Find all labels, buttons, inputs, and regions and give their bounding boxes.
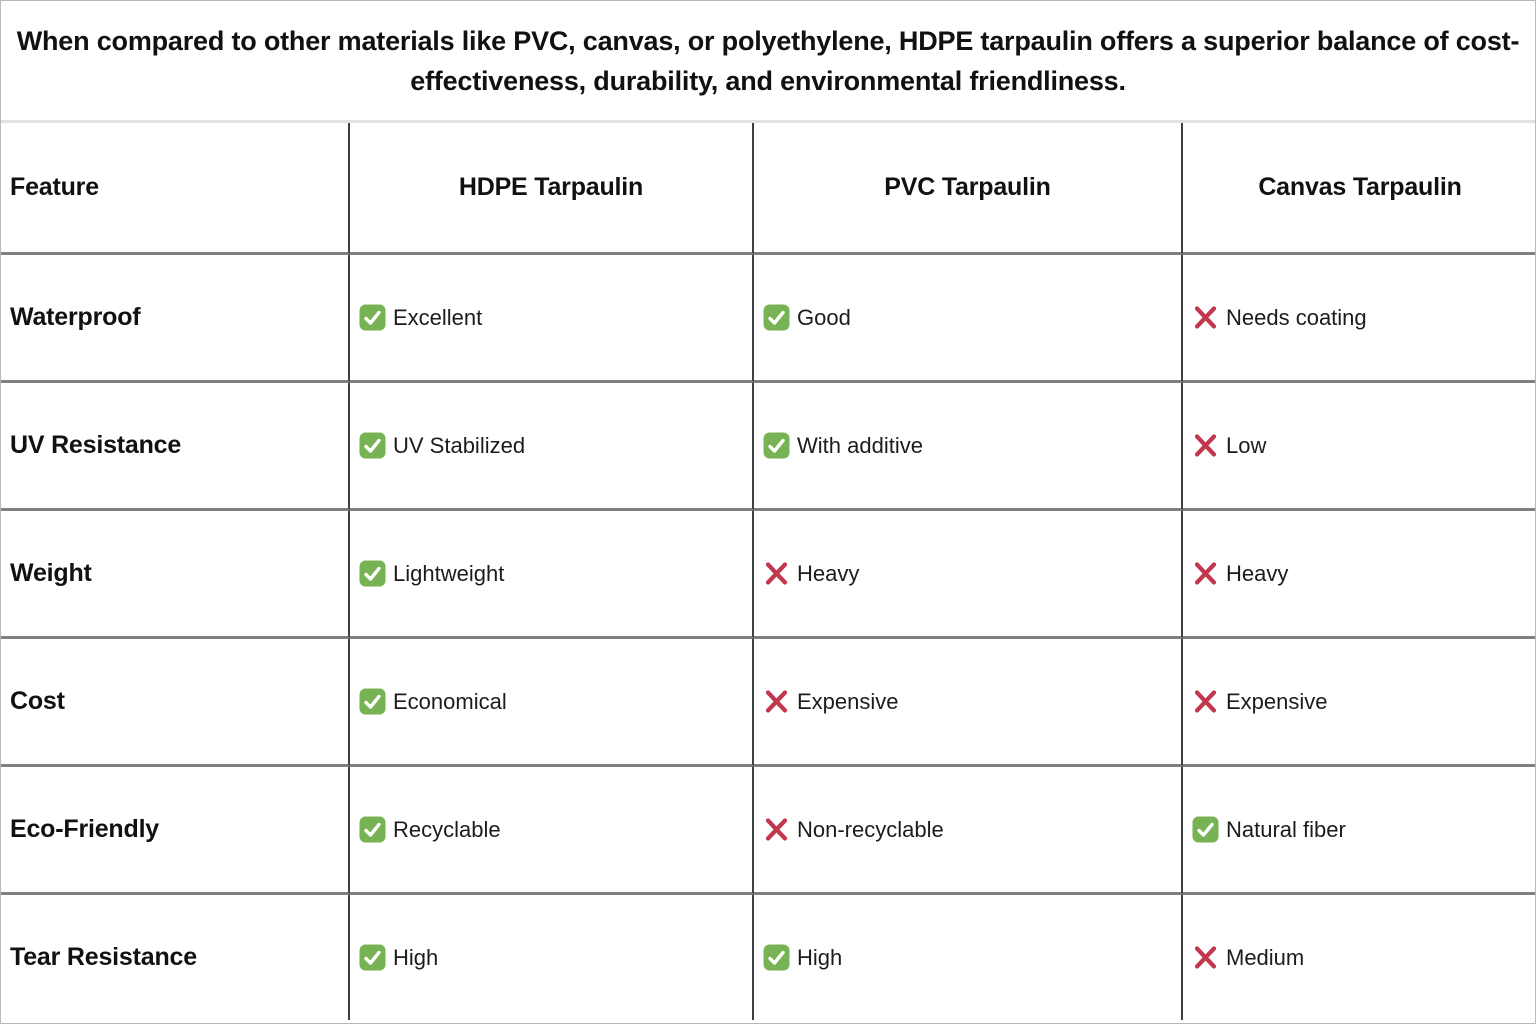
cross-icon: [1191, 688, 1219, 716]
cross-icon: [1191, 432, 1219, 460]
cell-text: High: [393, 944, 439, 970]
cell-text: Good: [797, 304, 851, 330]
check-icon: [358, 432, 386, 460]
cell-text: Medium: [1226, 944, 1305, 970]
table-cell: Heavy: [1183, 511, 1535, 639]
feature-label: Cost: [1, 639, 350, 767]
table-cell: UV Stabilized: [350, 383, 754, 511]
check-icon: [762, 944, 790, 972]
cell-text: Needs coating: [1226, 304, 1367, 330]
cross-icon: [1191, 304, 1219, 332]
table-cell: Economical: [350, 639, 754, 767]
feature-label: Eco-Friendly: [1, 767, 350, 895]
check-icon: [358, 304, 386, 332]
check-icon: [358, 688, 386, 716]
table-cell: Lightweight: [350, 511, 754, 639]
cell-text: Economical: [393, 688, 507, 714]
table-cell: Expensive: [754, 639, 1183, 767]
feature-label: Waterproof: [1, 255, 350, 383]
column-header-pvc: PVC Tarpaulin: [754, 123, 1183, 255]
cell-text: Low: [1226, 432, 1267, 458]
column-header-canvas: Canvas Tarpaulin: [1183, 123, 1535, 255]
cell-text: Heavy: [797, 560, 860, 586]
table-cell: Low: [1183, 383, 1535, 511]
cell-text: Lightweight: [393, 560, 505, 586]
cell-text: Expensive: [1226, 688, 1328, 714]
comparison-table: Feature HDPE Tarpaulin PVC Tarpaulin Can…: [1, 123, 1535, 1020]
cell-text: Recyclable: [393, 816, 501, 842]
table-cell: High: [754, 895, 1183, 1020]
table-cell: Non-recyclable: [754, 767, 1183, 895]
banner: When compared to other materials like PV…: [1, 1, 1535, 123]
cross-icon: [762, 688, 790, 716]
column-header-feature: Feature: [1, 123, 350, 255]
feature-label: Weight: [1, 511, 350, 639]
cell-text: Non-recyclable: [797, 816, 944, 842]
check-icon: [358, 944, 386, 972]
cell-text: UV Stabilized: [393, 432, 526, 458]
table-cell: Heavy: [754, 511, 1183, 639]
table-cell: Medium: [1183, 895, 1535, 1020]
cell-text: Excellent: [393, 304, 483, 330]
feature-label: Tear Resistance: [1, 895, 350, 1020]
check-icon: [358, 816, 386, 844]
check-icon: [762, 304, 790, 332]
cell-text: Expensive: [797, 688, 899, 714]
column-header-hdpe: HDPE Tarpaulin: [350, 123, 754, 255]
table-cell: With additive: [754, 383, 1183, 511]
cross-icon: [1191, 560, 1219, 588]
check-icon: [358, 560, 386, 588]
cell-text: With additive: [797, 432, 923, 458]
table-cell: High: [350, 895, 754, 1020]
cross-icon: [762, 560, 790, 588]
feature-label: UV Resistance: [1, 383, 350, 511]
banner-text: When compared to other materials like PV…: [16, 25, 1520, 96]
cross-icon: [762, 816, 790, 844]
table-cell: Excellent: [350, 255, 754, 383]
table-cell: Needs coating: [1183, 255, 1535, 383]
check-icon: [1191, 816, 1219, 844]
table-cell: Good: [754, 255, 1183, 383]
cell-text: Natural fiber: [1226, 816, 1346, 842]
table-cell: Recyclable: [350, 767, 754, 895]
table-cell: Natural fiber: [1183, 767, 1535, 895]
check-icon: [762, 432, 790, 460]
cell-text: Heavy: [1226, 560, 1289, 586]
table-cell: Expensive: [1183, 639, 1535, 767]
cross-icon: [1191, 944, 1219, 972]
cell-text: High: [797, 944, 843, 970]
